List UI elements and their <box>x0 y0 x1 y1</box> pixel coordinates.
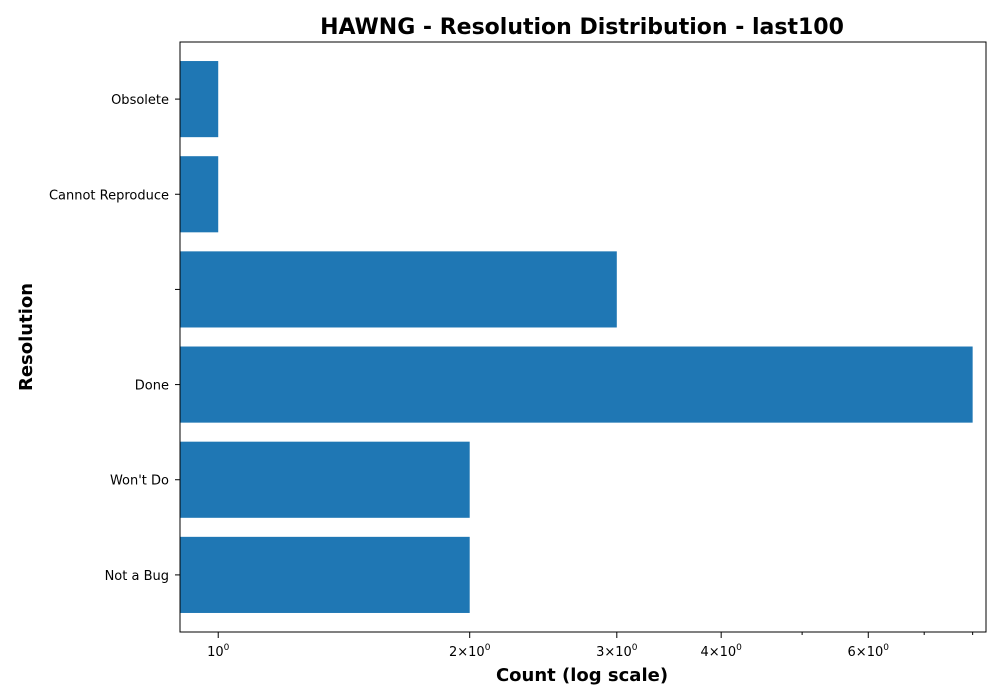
y-tick-label: Won't Do <box>110 474 169 489</box>
bar-done <box>180 346 973 423</box>
chart-title: HAWNG - Resolution Distribution - last10… <box>320 15 844 40</box>
bars-group <box>180 61 973 613</box>
bar-blank <box>180 251 617 328</box>
bar-cannot-reproduce <box>180 156 219 233</box>
x-tick-label: 4×100 <box>700 643 742 660</box>
plot-area-frame <box>179 41 987 633</box>
x-tick-label: 100 <box>207 643 230 660</box>
y-tick-label: Cannot Reproduce <box>49 188 169 203</box>
y-axis-ticks: Not a Bug Won't Do Done Cannot Reproduce Obs… <box>49 93 180 584</box>
x-tick-label: 6×100 <box>848 643 890 660</box>
x-tick-label: 3×100 <box>596 643 638 660</box>
x-tick-label: 2×100 <box>449 643 491 660</box>
y-tick-label: Not a Bug <box>105 569 169 584</box>
x-axis-ticks: 100 2×100 3×100 4×100 6×100 <box>207 632 974 660</box>
y-tick-label: Obsolete <box>111 93 169 108</box>
bar-won-t-do <box>180 441 470 518</box>
x-axis-label: Count (log scale) <box>496 665 668 686</box>
y-axis-label: Resolution <box>16 283 37 391</box>
bar-not-a-bug <box>180 536 470 613</box>
bar-obsolete <box>180 61 219 138</box>
y-tick-label: Done <box>135 379 169 394</box>
